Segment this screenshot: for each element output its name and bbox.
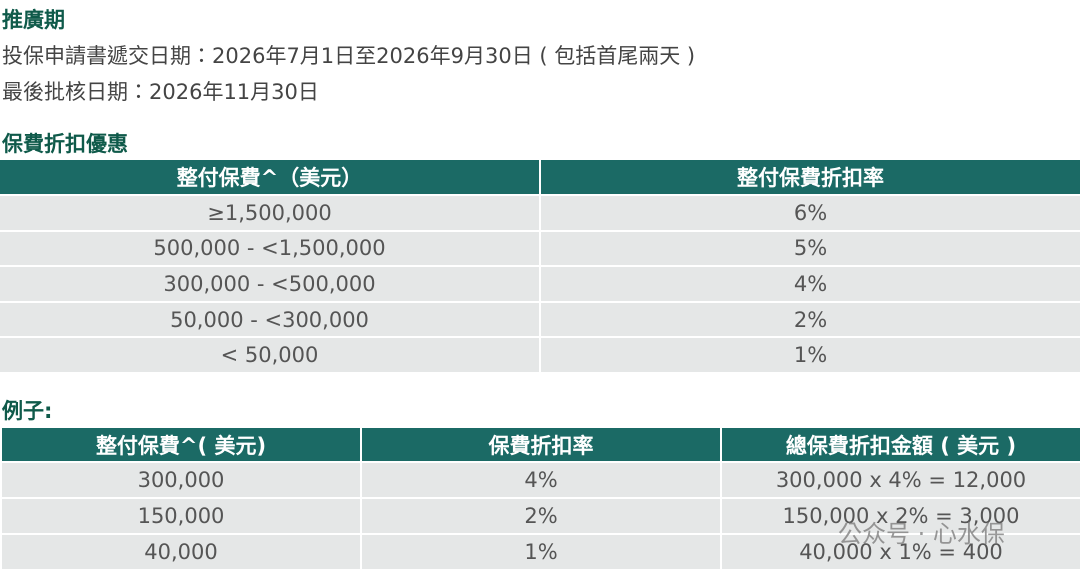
header-cell: 保費折扣率 bbox=[362, 428, 720, 461]
cell: 300,000 x 4% = 12,000 bbox=[722, 463, 1080, 497]
cell: 2% bbox=[362, 499, 720, 533]
cell: 1% bbox=[541, 338, 1080, 372]
cell: 40,000 x 1% = 400 bbox=[722, 535, 1080, 569]
cell: ≥1,500,000 bbox=[0, 196, 539, 230]
promo-line: 最後批核日期：2026年11月30日 bbox=[2, 80, 319, 104]
cell: 50,000 - <300,000 bbox=[0, 302, 539, 337]
cell: 5% bbox=[541, 231, 1080, 266]
cell: 2% bbox=[541, 302, 1080, 337]
cell: 1% bbox=[362, 535, 720, 569]
example-title: 例子: bbox=[2, 399, 53, 423]
watermark: 公众号 · 心水保 bbox=[838, 520, 1005, 548]
cell: 150,000 bbox=[2, 499, 360, 533]
cell: 40,000 bbox=[2, 535, 360, 569]
cell: 500,000 - <1,500,000 bbox=[0, 231, 539, 266]
discount-title: 保費折扣優惠 bbox=[2, 132, 128, 156]
cell: 150,000 x 2% = 3,000 bbox=[722, 499, 1080, 533]
header-cell: 總保費折扣金額 ( 美元 ) bbox=[722, 428, 1080, 461]
header-cell: 整付保費^( 美元) bbox=[2, 428, 360, 461]
cell: 300,000 bbox=[2, 463, 360, 497]
promo-title: 推廣期 bbox=[2, 8, 65, 32]
cell: 4% bbox=[362, 463, 720, 497]
header-cell: 整付保費折扣率 bbox=[541, 160, 1080, 194]
cell: 4% bbox=[541, 267, 1080, 301]
promo-line: 投保申請書遞交日期：2026年7月1日至2026年9月30日 ( 包括首尾兩天 … bbox=[2, 44, 696, 68]
cell: 6% bbox=[541, 196, 1080, 230]
cell: < 50,000 bbox=[0, 338, 539, 372]
cell: 300,000 - <500,000 bbox=[0, 267, 539, 301]
header-cell: 整付保費^（美元） bbox=[0, 160, 539, 194]
